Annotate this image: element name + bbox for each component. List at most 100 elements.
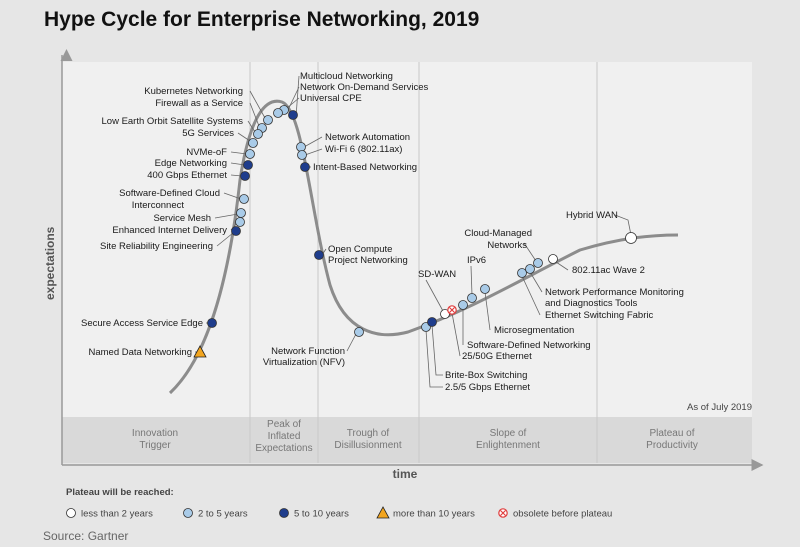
leader-sd-wan bbox=[425, 279, 444, 312]
legend-symbol-gt10 bbox=[376, 506, 390, 519]
x-axis-label: time bbox=[393, 467, 418, 481]
marker-secure-access-service-edge bbox=[207, 318, 217, 328]
source-credit: Source: Gartner bbox=[43, 529, 128, 543]
legend-symbol-lt2 bbox=[66, 508, 76, 518]
leader-low-earth-orbit-satellite-systems bbox=[247, 120, 256, 133]
leader-2-5-5-gbps-ethernet bbox=[425, 329, 443, 388]
as-of-date: As of July 2019 bbox=[687, 402, 752, 413]
marker-intent-based-networking bbox=[300, 162, 310, 172]
tech-label-5g-services: 5G Services bbox=[182, 128, 234, 139]
tech-label-site-reliability-engineering: Site Reliability Engineering bbox=[100, 241, 213, 252]
tech-label-intent-based-networking: Intent-Based Networking bbox=[313, 162, 417, 173]
tech-label-brite-box-switching: Brite-Box Switching bbox=[445, 370, 527, 381]
page-title: Hype Cycle for Enterprise Networking, 20… bbox=[44, 8, 480, 31]
legend-label-2to5: 2 to 5 years bbox=[198, 509, 248, 520]
leader-cloud-managed-networks bbox=[523, 242, 537, 262]
tech-label-npmd-tools: Network Performance Monitoring and Diagno… bbox=[545, 287, 684, 309]
leader-lines bbox=[195, 75, 632, 388]
leader-multicloud-networking bbox=[295, 75, 300, 118]
phase-innovation-trigger: Innovation Trigger bbox=[132, 428, 178, 451]
marker-multicloud-networking bbox=[288, 110, 298, 120]
marker-software-defined-networking bbox=[458, 300, 468, 310]
tech-label-sase: Secure Access Service Edge bbox=[81, 318, 203, 329]
tech-label-802-11ac-wave-2: 802.11ac Wave 2 bbox=[572, 265, 645, 276]
technology-markers bbox=[193, 105, 637, 358]
marker-enhanced-internet-delivery bbox=[235, 217, 245, 227]
tech-label-25-50g-ethernet: 25/50G Ethernet bbox=[462, 351, 532, 362]
tech-label-firewall-as-a-service: Firewall as a Service bbox=[155, 98, 243, 109]
leader-5g-services bbox=[237, 132, 251, 142]
marker-network-automation bbox=[296, 142, 306, 152]
marker-site-reliability-engineering bbox=[231, 226, 241, 236]
marker-open-compute-project-networking bbox=[314, 250, 324, 260]
marker-400-gbps-ethernet bbox=[240, 171, 250, 181]
tech-label-sd-cloud-interconnect: Software-Defined Cloud Interconnect bbox=[119, 188, 220, 211]
legend-label-obs: obsolete before plateau bbox=[513, 509, 612, 520]
leader-network-function-virtualization-nfv bbox=[346, 333, 357, 352]
tech-label-open-compute-project-networking: Open Compute Project Networking bbox=[328, 244, 408, 266]
tech-label-cloud-managed-networks: Cloud-Managed Networks bbox=[464, 228, 532, 251]
phase-band bbox=[62, 417, 752, 463]
marker-hybrid-wan bbox=[625, 232, 637, 244]
marker-wi-fi-6-802-11ax bbox=[297, 150, 307, 160]
legend: Plateau will be reached: less than 2 yea… bbox=[66, 487, 612, 520]
tech-label-sdn: Software-Defined Networking bbox=[467, 340, 591, 351]
tech-label-service-mesh: Service Mesh bbox=[153, 213, 211, 224]
tech-label-network-automation: Network Automation bbox=[325, 132, 410, 143]
leader-microsegmentation bbox=[484, 291, 491, 331]
marker-cloud-managed-networks bbox=[533, 258, 543, 268]
marker-service-mesh bbox=[236, 208, 246, 218]
marker-802-11ac-wave-2 bbox=[548, 254, 558, 264]
legend-label-lt2: less than 2 years bbox=[81, 509, 153, 520]
phase-trough: Trough of Disillusionment bbox=[334, 428, 401, 451]
tech-label-nvme-of: NVMe-oF bbox=[186, 147, 227, 158]
leader-802-11ac-wave-2 bbox=[555, 261, 569, 271]
legend-symbol-obs bbox=[498, 508, 508, 518]
marker-low-earth-orbit-satellite-systems bbox=[253, 129, 263, 139]
tech-label-edge-networking: Edge Networking bbox=[155, 158, 227, 169]
marker-ipv6 bbox=[467, 293, 477, 303]
tech-label-ethernet-switching-fabric: Ethernet Switching Fabric bbox=[545, 310, 653, 321]
tech-label-wifi-6: Wi-Fi 6 (802.11ax) bbox=[325, 144, 402, 155]
leader-service-mesh bbox=[214, 213, 239, 219]
leader-nvme-of bbox=[230, 151, 248, 155]
tech-label-sd-wan: SD-WAN bbox=[418, 269, 456, 280]
marker-kubernetes-networking bbox=[263, 115, 273, 125]
tech-label-nfv: Network Function Virtualization (NFV) bbox=[263, 346, 345, 368]
marker-brite-box-switching bbox=[427, 317, 437, 327]
legend-label-5to10: 5 to 10 years bbox=[294, 509, 349, 520]
phase-slope: Slope of Enlightenment bbox=[476, 428, 540, 451]
plot-area bbox=[62, 62, 752, 417]
leader-hybrid-wan bbox=[614, 214, 632, 236]
legend-title: Plateau will be reached: bbox=[66, 487, 174, 498]
marker-microsegmentation bbox=[480, 284, 490, 294]
marker-nvme-of bbox=[245, 149, 255, 159]
marker-network-function-virtualization-nfv bbox=[354, 327, 364, 337]
marker-software-defined-cloud-interconnect bbox=[239, 194, 249, 204]
tech-label-2-5-gbps-ethernet: 2.5/5 Gbps Ethernet bbox=[445, 382, 530, 393]
tech-label-kubernetes-networking: Kubernetes Networking bbox=[144, 86, 243, 97]
marker-5g-services bbox=[248, 138, 258, 148]
leader-brite-box-switching bbox=[431, 324, 443, 376]
tech-label-universal-cpe: Universal CPE bbox=[300, 93, 362, 104]
marker-25-50g-ethernet bbox=[447, 305, 457, 315]
leader-wi-fi-6-802-11ax bbox=[304, 148, 323, 156]
tech-label-hybrid-wan: Hybrid WAN bbox=[566, 210, 618, 221]
tech-label-ipv6: IPv6 bbox=[467, 255, 486, 266]
marker-network-performance-monitoring-and-diagnostics-tools bbox=[525, 264, 535, 274]
tech-label-microsegmentation: Microsegmentation bbox=[494, 325, 574, 336]
leader-site-reliability-engineering bbox=[216, 232, 234, 247]
leader-25-50g-ethernet bbox=[451, 312, 461, 357]
tech-label-network-on-demand-services: Network On-Demand Services bbox=[300, 82, 429, 93]
leader-network-performance-monitoring-and-diagnostics-tools bbox=[529, 271, 543, 293]
leader-network-on-demand-services bbox=[286, 86, 300, 113]
marker-ethernet-switching-fabric bbox=[517, 268, 527, 278]
phase-plateau: Plateau of Productivity bbox=[646, 428, 698, 451]
legend-symbol-2to5 bbox=[183, 508, 193, 518]
leader-ipv6 bbox=[470, 265, 473, 296]
leader-software-defined-cloud-interconnect bbox=[223, 192, 242, 200]
phase-labels: Innovation Trigger Peak of Inflated Expecta… bbox=[132, 419, 698, 454]
leader-network-automation bbox=[303, 136, 323, 148]
marker-universal-cpe bbox=[273, 108, 283, 118]
marker-named-data-networking bbox=[193, 345, 207, 358]
